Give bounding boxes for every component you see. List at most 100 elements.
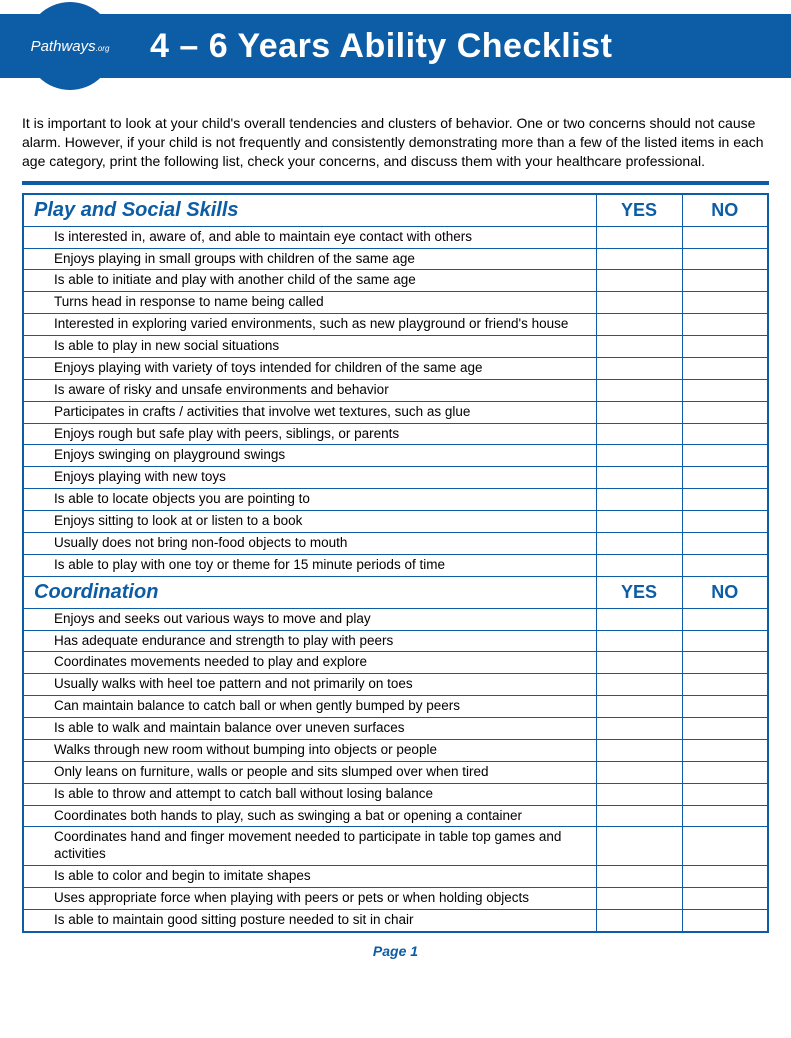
no-checkbox[interactable] xyxy=(682,292,768,314)
no-checkbox[interactable] xyxy=(682,805,768,827)
no-checkbox[interactable] xyxy=(682,866,768,888)
checklist-item-row: Is able to locate objects you are pointi… xyxy=(23,489,768,511)
checklist-item-text: Is able to play with one toy or theme fo… xyxy=(23,554,596,576)
no-checkbox[interactable] xyxy=(682,608,768,630)
checklist-item-text: Is able to play in new social situations xyxy=(23,336,596,358)
checklist-item-row: Usually does not bring non-food objects … xyxy=(23,532,768,554)
yes-checkbox[interactable] xyxy=(596,511,682,533)
logo: Pathways.org xyxy=(26,2,114,90)
no-checkbox[interactable] xyxy=(682,248,768,270)
no-checkbox[interactable] xyxy=(682,674,768,696)
yes-checkbox[interactable] xyxy=(596,805,682,827)
yes-checkbox[interactable] xyxy=(596,630,682,652)
yes-checkbox[interactable] xyxy=(596,445,682,467)
yes-checkbox[interactable] xyxy=(596,489,682,511)
no-checkbox[interactable] xyxy=(682,532,768,554)
no-checkbox[interactable] xyxy=(682,336,768,358)
no-checkbox[interactable] xyxy=(682,783,768,805)
checklist-item-text: Interested in exploring varied environme… xyxy=(23,314,596,336)
no-checkbox[interactable] xyxy=(682,909,768,931)
no-checkbox[interactable] xyxy=(682,445,768,467)
yes-checkbox[interactable] xyxy=(596,909,682,931)
no-checkbox[interactable] xyxy=(682,652,768,674)
no-checkbox[interactable] xyxy=(682,761,768,783)
yes-checkbox[interactable] xyxy=(596,336,682,358)
checklist-item-text: Usually does not bring non-food objects … xyxy=(23,532,596,554)
yes-checkbox[interactable] xyxy=(596,401,682,423)
no-checkbox[interactable] xyxy=(682,401,768,423)
yes-checkbox[interactable] xyxy=(596,248,682,270)
checklist-item-row: Turns head in response to name being cal… xyxy=(23,292,768,314)
yes-checkbox[interactable] xyxy=(596,314,682,336)
no-checkbox[interactable] xyxy=(682,357,768,379)
yes-checkbox[interactable] xyxy=(596,226,682,248)
no-checkbox[interactable] xyxy=(682,423,768,445)
checklist-item-text: Is aware of risky and unsafe environment… xyxy=(23,379,596,401)
yes-checkbox[interactable] xyxy=(596,783,682,805)
section-title: Play and Social Skills xyxy=(23,194,596,227)
yes-checkbox[interactable] xyxy=(596,608,682,630)
yes-checkbox[interactable] xyxy=(596,739,682,761)
checklist-item-row: Coordinates movements needed to play and… xyxy=(23,652,768,674)
checklist-item-row: Is able to color and begin to imitate sh… xyxy=(23,866,768,888)
intro-paragraph: It is important to look at your child's … xyxy=(22,114,769,171)
checklist-item-text: Has adequate endurance and strength to p… xyxy=(23,630,596,652)
yes-checkbox[interactable] xyxy=(596,718,682,740)
yes-checkbox[interactable] xyxy=(596,532,682,554)
divider xyxy=(22,181,769,185)
yes-checkbox[interactable] xyxy=(596,467,682,489)
checklist-item-row: Uses appropriate force when playing with… xyxy=(23,888,768,910)
checklist-item-row: Enjoys rough but safe play with peers, s… xyxy=(23,423,768,445)
no-checkbox[interactable] xyxy=(682,827,768,866)
header-bar: Pathways.org 4 – 6 Years Ability Checkli… xyxy=(0,14,791,78)
no-checkbox[interactable] xyxy=(682,739,768,761)
no-checkbox[interactable] xyxy=(682,489,768,511)
logo-text: Pathways.org xyxy=(31,39,110,54)
checklist-item-text: Enjoys playing with new toys xyxy=(23,467,596,489)
no-checkbox[interactable] xyxy=(682,226,768,248)
yes-checkbox[interactable] xyxy=(596,357,682,379)
checklist-item-row: Is able to walk and maintain balance ove… xyxy=(23,718,768,740)
yes-checkbox[interactable] xyxy=(596,696,682,718)
yes-checkbox[interactable] xyxy=(596,554,682,576)
checklist-item-text: Is able to walk and maintain balance ove… xyxy=(23,718,596,740)
no-checkbox[interactable] xyxy=(682,888,768,910)
no-checkbox[interactable] xyxy=(682,696,768,718)
checklist-item-row: Coordinates hand and finger movement nee… xyxy=(23,827,768,866)
yes-checkbox[interactable] xyxy=(596,674,682,696)
checklist-item-row: Enjoys sitting to look at or listen to a… xyxy=(23,511,768,533)
no-checkbox[interactable] xyxy=(682,379,768,401)
checklist-item-row: Usually walks with heel toe pattern and … xyxy=(23,674,768,696)
checklist-item-text: Is able to initiate and play with anothe… xyxy=(23,270,596,292)
yes-checkbox[interactable] xyxy=(596,827,682,866)
no-checkbox[interactable] xyxy=(682,270,768,292)
page-title: 4 – 6 Years Ability Checklist xyxy=(150,27,612,66)
checklist-item-text: Enjoys sitting to look at or listen to a… xyxy=(23,511,596,533)
logo-main: Pathways xyxy=(31,38,96,55)
col-no: NO xyxy=(682,576,768,608)
checklist-item-text: Is able to locate objects you are pointi… xyxy=(23,489,596,511)
yes-checkbox[interactable] xyxy=(596,652,682,674)
yes-checkbox[interactable] xyxy=(596,379,682,401)
checklist-item-row: Has adequate endurance and strength to p… xyxy=(23,630,768,652)
no-checkbox[interactable] xyxy=(682,467,768,489)
checklist-item-text: Is able to throw and attempt to catch ba… xyxy=(23,783,596,805)
yes-checkbox[interactable] xyxy=(596,292,682,314)
yes-checkbox[interactable] xyxy=(596,761,682,783)
checklist-item-row: Participates in crafts / activities that… xyxy=(23,401,768,423)
yes-checkbox[interactable] xyxy=(596,423,682,445)
checklist-item-text: Enjoys swinging on playground swings xyxy=(23,445,596,467)
checklist-table: Play and Social SkillsYESNOIs interested… xyxy=(22,193,769,933)
no-checkbox[interactable] xyxy=(682,314,768,336)
checklist-item-text: Enjoys rough but safe play with peers, s… xyxy=(23,423,596,445)
checklist-item-row: Is able to initiate and play with anothe… xyxy=(23,270,768,292)
no-checkbox[interactable] xyxy=(682,554,768,576)
yes-checkbox[interactable] xyxy=(596,270,682,292)
checklist-item-text: Uses appropriate force when playing with… xyxy=(23,888,596,910)
no-checkbox[interactable] xyxy=(682,630,768,652)
no-checkbox[interactable] xyxy=(682,511,768,533)
yes-checkbox[interactable] xyxy=(596,888,682,910)
no-checkbox[interactable] xyxy=(682,718,768,740)
checklist-item-row: Enjoys playing with variety of toys inte… xyxy=(23,357,768,379)
yes-checkbox[interactable] xyxy=(596,866,682,888)
